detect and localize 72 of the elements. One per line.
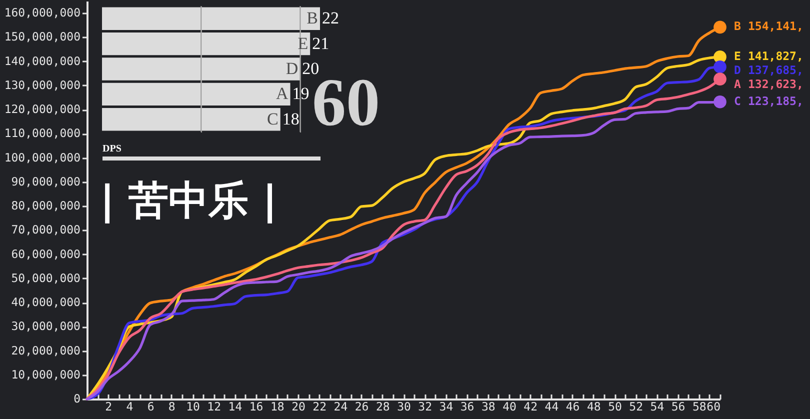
- x-tick-label: 42: [524, 400, 538, 414]
- y-tick-label: 160,000,000: [4, 6, 81, 20]
- text: 132,623,: [748, 76, 804, 91]
- series-label: E: [734, 48, 741, 63]
- y-tick-label: A: [276, 84, 289, 104]
- series-label: A: [734, 76, 741, 91]
- x-tick-label: 46: [566, 400, 580, 414]
- x-tick-label: 10: [186, 400, 200, 414]
- y-tick-label: 80,000,000: [11, 198, 81, 213]
- x-tick-label: 12: [207, 400, 222, 414]
- bar: [102, 58, 300, 80]
- x-tick-label: 14: [228, 400, 242, 414]
- x-tick-label: 28: [376, 400, 390, 414]
- y-tick-label: 130,000,000: [4, 78, 81, 92]
- x-tick-label: 38: [481, 400, 496, 414]
- series-label: D: [734, 62, 741, 77]
- x-tick-label: 54: [650, 400, 664, 414]
- y-tick-label: 60,000,000: [11, 246, 81, 261]
- y-tick-label: 0: [74, 392, 81, 406]
- x-tick-label: 2: [105, 400, 112, 414]
- y-tick-label: D: [286, 59, 298, 78]
- x-tick-label: 32: [418, 400, 432, 414]
- data-label: 18: [282, 109, 300, 128]
- text: 141,827,: [748, 48, 804, 63]
- x-tick-label: 40: [502, 400, 516, 414]
- x-tick-label: 18: [270, 400, 284, 414]
- y-tick-label: 70,000,000: [11, 222, 81, 237]
- y-tick-label: E: [298, 34, 308, 53]
- y-tick-label: 10,000,000: [11, 367, 81, 382]
- y-tick-label: 120,000,000: [4, 102, 81, 116]
- bar: [102, 82, 290, 106]
- data-label: 19: [292, 84, 310, 104]
- series-label: C: [734, 94, 741, 108]
- data-label: 21: [312, 34, 330, 53]
- text: 154,141,: [748, 19, 804, 34]
- x-tick-label: 48: [586, 400, 601, 414]
- x-tick-label: 6: [147, 400, 154, 414]
- y-tick-label: 40,000,000: [11, 295, 81, 310]
- x-tick-label: 24: [334, 400, 348, 414]
- x-tick-label: 4: [126, 400, 134, 414]
- y-tick-label: 90,000,000: [11, 174, 81, 188]
- bar: [102, 108, 280, 131]
- bar: [102, 7, 320, 30]
- x-tick-label: 56: [671, 400, 686, 414]
- data-label: 20: [302, 59, 320, 78]
- data-label: 22: [322, 8, 339, 28]
- x-tick-label: 16: [249, 400, 264, 414]
- x-tick-label: 20: [292, 400, 306, 414]
- x-tick-label: 8: [168, 400, 176, 414]
- y-tick-label: 140,000,000: [4, 54, 81, 68]
- series-label: B: [734, 19, 741, 34]
- x-tick-label: 52: [629, 400, 644, 414]
- x-tick-label: 36: [460, 400, 474, 414]
- x-tick-label: 58: [692, 400, 706, 414]
- x-tick-label: 30: [397, 400, 411, 414]
- text: 137,685,: [748, 62, 804, 77]
- text: | 苦中乐 |: [100, 178, 278, 224]
- x-tick-label: 34: [439, 400, 454, 414]
- x-axis-title: DPS: [102, 144, 122, 154]
- y-tick-label: 30,000,000: [11, 319, 81, 334]
- y-tick-label: 20,000,000: [11, 343, 81, 358]
- y-tick-label: 150,000,000: [4, 30, 81, 44]
- x-tick-label: 50: [608, 400, 622, 414]
- x-tick-label: 26: [354, 400, 369, 414]
- bar: [102, 32, 310, 56]
- y-tick-label: 50,000,000: [11, 270, 81, 285]
- x-tick-label: 22: [312, 400, 327, 414]
- y-tick-label: 100,000,000: [4, 150, 81, 164]
- x-tick-label: 44: [544, 400, 559, 414]
- text: 123,185,: [748, 94, 804, 108]
- y-tick-label: 110,000,000: [4, 126, 81, 140]
- x-tick-label: 60: [706, 400, 721, 414]
